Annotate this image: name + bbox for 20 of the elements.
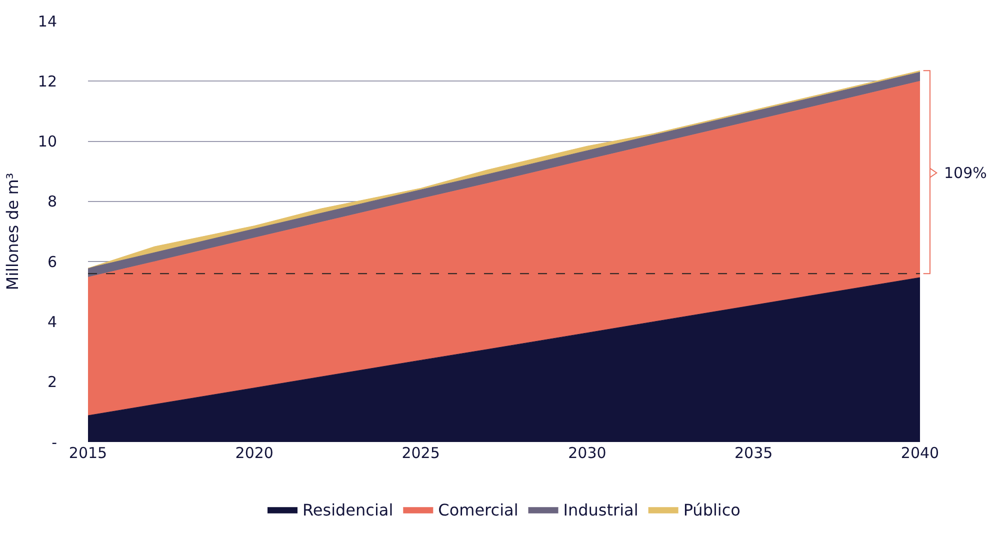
x-tick-label: 2015 — [68, 444, 108, 462]
y-axis-title: Millones de m³ — [2, 172, 22, 290]
x-tick-label: 2035 — [734, 444, 773, 462]
legend-label: Comercial — [438, 500, 518, 520]
x-tick-label: 2020 — [235, 444, 274, 462]
x-tick-label: 2025 — [402, 444, 440, 462]
legend-label: Público — [683, 500, 740, 520]
y-tick-label: 10 — [38, 132, 57, 151]
y-tick-label: 14 — [38, 12, 57, 30]
y-tick-label: - — [52, 433, 57, 452]
y-tick-label: 4 — [47, 312, 57, 331]
x-tick-label: 2040 — [900, 444, 940, 462]
y-tick-label: 2 — [47, 373, 57, 392]
y-tick-label: 8 — [47, 192, 57, 211]
x-tick-label: 2030 — [568, 444, 606, 462]
annotation: 109% — [944, 164, 987, 182]
legend-label: Residencial — [302, 500, 394, 520]
y-tick-label: 6 — [47, 252, 57, 271]
legend-label: Industrial — [563, 500, 638, 520]
y-tick-label: 12 — [38, 72, 57, 90]
